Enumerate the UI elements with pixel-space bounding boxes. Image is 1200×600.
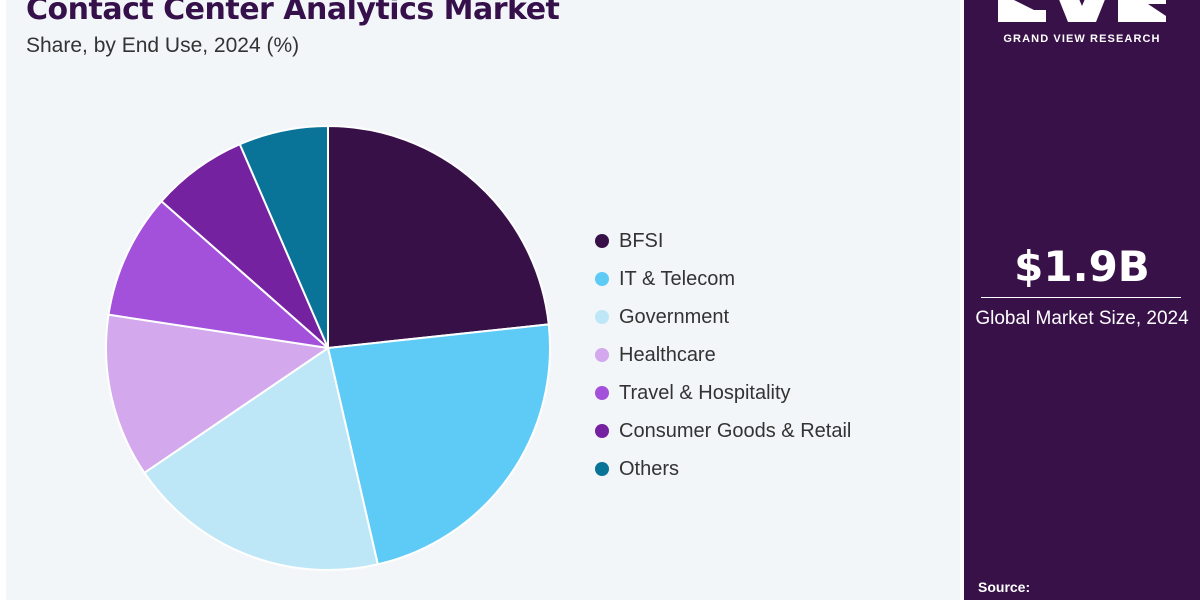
legend-marker-icon [595, 348, 609, 362]
legend-item-bfsi: BFSI [595, 222, 851, 260]
legend-item-travel-hospitality: Travel & Hospitality [595, 374, 851, 412]
legend-item-government: Government [595, 298, 851, 336]
legend-marker-icon [595, 462, 609, 476]
market-size-value: $1.9B [1014, 242, 1150, 291]
legend-label: Healthcare [619, 343, 716, 366]
pie-slice-travel-hospitality [107, 200, 329, 349]
legend-label: Government [619, 305, 730, 328]
market-summary-panel: GRAND VIEW RESEARCH $1.9B Global Market … [964, 0, 1200, 600]
pie-slice-healthcare [105, 313, 329, 474]
chart-title: Contact Center Analytics Market [26, 0, 560, 27]
legend-label: Others [619, 457, 680, 480]
brand-name: GRAND VIEW RESEARCH [1003, 33, 1161, 45]
legend-marker-icon [595, 424, 609, 438]
legend-label: IT & Telecom [619, 267, 735, 290]
legend-label: Travel & Hospitality [619, 381, 791, 404]
legend-item-it-telecom: IT & Telecom [595, 260, 851, 298]
legend-label: BFSI [619, 229, 664, 252]
grand-view-research-logo-icon [998, 0, 1166, 22]
legend-item-healthcare: Healthcare [595, 336, 851, 374]
brand-logo: GRAND VIEW RESEARCH [998, 0, 1166, 45]
legend-marker-icon [595, 272, 609, 286]
pie-slice-government [143, 347, 379, 571]
market-size-label: Global Market Size, 2024 [975, 308, 1189, 329]
divider [981, 297, 1181, 298]
chart-legend: BFSI IT & Telecom Government Healthcare Trav… [595, 222, 851, 488]
legend-label: Consumer Goods & Retail [619, 419, 852, 442]
chart-subtitle: Share, by End Use, 2024 (%) [26, 34, 300, 57]
legend-marker-icon [595, 386, 609, 400]
pie-slice-others [238, 125, 329, 349]
pie-slice-bfsi [327, 125, 550, 349]
pie-slice-it-telecom [327, 323, 551, 566]
source-label: Source: [978, 579, 1031, 595]
legend-item-consumer-goods-retail: Consumer Goods & Retail [595, 412, 851, 450]
legend-marker-icon [595, 234, 609, 248]
legend-marker-icon [595, 310, 609, 324]
legend-item-others: Others [595, 450, 851, 488]
